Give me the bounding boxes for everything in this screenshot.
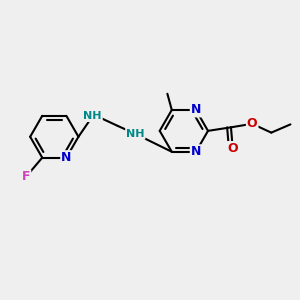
Text: O: O [247, 117, 257, 130]
Text: N: N [61, 151, 72, 164]
Text: O: O [227, 142, 238, 155]
Text: N: N [191, 103, 201, 116]
Text: F: F [22, 170, 30, 183]
Text: NH: NH [126, 129, 145, 139]
Text: N: N [191, 145, 201, 158]
Text: NH: NH [83, 111, 102, 121]
